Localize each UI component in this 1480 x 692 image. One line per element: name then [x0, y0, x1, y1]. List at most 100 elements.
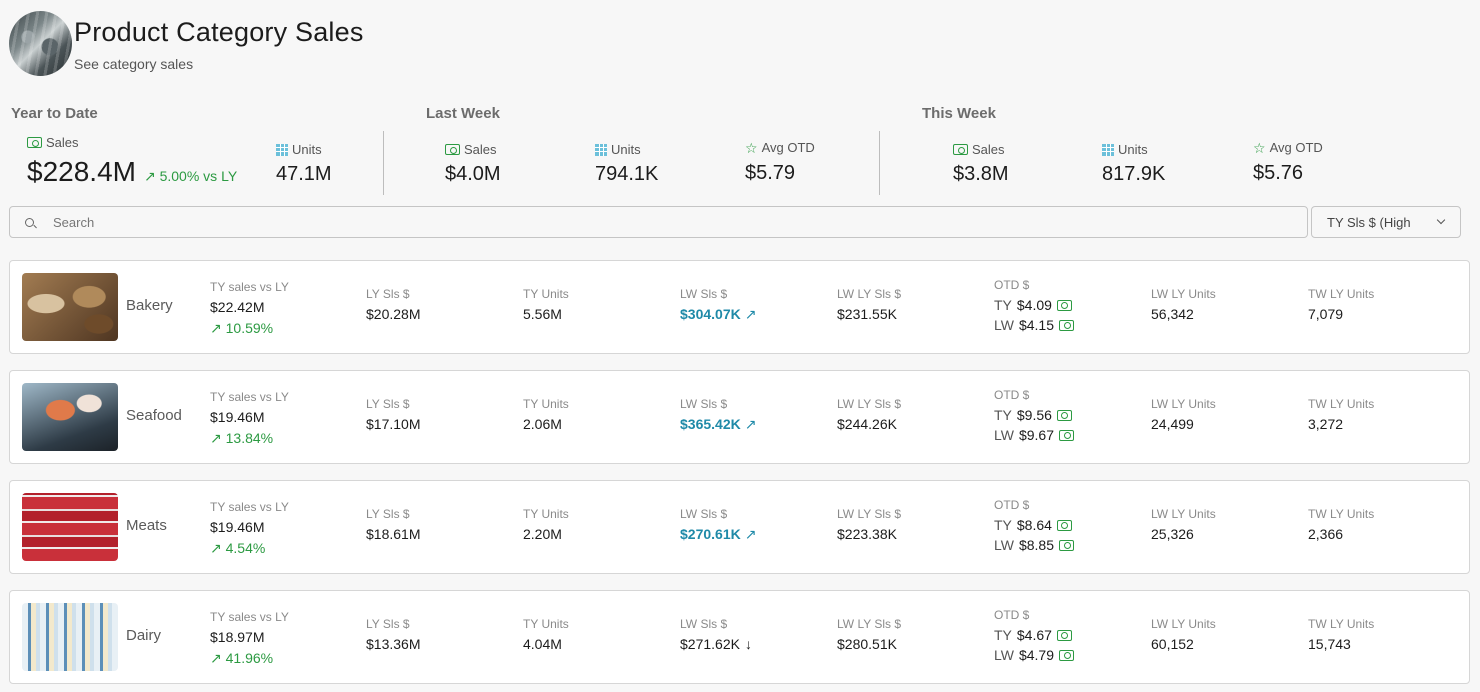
category-card-bakery[interactable]: Bakery TY sales vs LY $22.42M ↗ 10.59% L…: [9, 260, 1470, 354]
money-icon: [1056, 299, 1072, 311]
grid-icon: [276, 143, 288, 156]
ty-units-metric: TY Units 5.56M: [523, 287, 569, 322]
lw-sls-metric: LW Sls $ $365.42K ↗: [680, 397, 757, 432]
money-icon: [27, 137, 42, 148]
ty-sales-vs-ly: TY sales vs LY $19.46M ↗ 4.54%: [210, 500, 289, 556]
lw-sales-value: $4.0M: [445, 163, 501, 185]
otd-metric: OTD $ TY $9.56 LW $9.67: [994, 388, 1075, 443]
arrow-down-icon: ↓: [744, 636, 752, 652]
category-image: [22, 273, 118, 341]
category-image: [22, 383, 118, 451]
lw-ly-sls-metric: LW LY Sls $ $280.51K: [837, 617, 902, 652]
otd-metric: OTD $ TY $8.64 LW $8.85: [994, 498, 1075, 553]
sort-select[interactable]: TY Sls $ (High: [1311, 206, 1461, 238]
arrow-up-right-icon: ↗: [744, 416, 757, 432]
money-icon: [1056, 629, 1072, 641]
chevron-down-icon: [1436, 215, 1446, 225]
category-name: Dairy: [126, 627, 162, 644]
money-icon: [953, 144, 968, 155]
page-header: Product Category Sales See category sale…: [9, 11, 364, 76]
tw-sales-kpi: Sales $3.8M: [953, 142, 1009, 185]
ty-sales-delta: ↗ 41.96%: [210, 650, 274, 666]
lw-ly-sls-metric: LW LY Sls $ $244.26K: [837, 397, 902, 432]
lw-ly-units-metric: LW LY Units 60,152: [1151, 617, 1216, 652]
money-icon: [1059, 539, 1075, 551]
lw-otd-value: $5.79: [745, 162, 796, 184]
otd-metric: OTD $ TY $4.67 LW $4.79: [994, 608, 1075, 663]
ty-sales-value: $22.42M: [210, 299, 265, 315]
lw-units-value: 794.1K: [595, 163, 659, 185]
arrow-up-right-icon: ↗: [210, 430, 222, 446]
page-title: Product Category Sales: [74, 17, 364, 47]
ty-units-metric: TY Units 2.20M: [523, 507, 569, 542]
lw-ly-sls-metric: LW LY Sls $ $223.38K: [837, 507, 902, 542]
money-icon: [1059, 429, 1075, 441]
ty-sales-value: $19.46M: [210, 409, 265, 425]
search-bar[interactable]: [9, 206, 1308, 238]
otd-metric: OTD $ TY $4.09 LW $4.15: [994, 278, 1075, 333]
ty-sales-vs-ly: TY sales vs LY $18.97M ↗ 41.96%: [210, 610, 289, 666]
lw-sls-metric: LW Sls $ $270.61K ↗: [680, 507, 757, 542]
lw-sls-metric: LW Sls $ $271.62K ↓: [680, 617, 752, 652]
star-icon: ☆: [1253, 139, 1266, 156]
tw-units-kpi: Units 817.9K: [1102, 142, 1166, 185]
arrow-up-right-icon: ↗: [744, 526, 757, 542]
arrow-up-right-icon: ↗: [210, 320, 222, 336]
lw-units-kpi: Units 794.1K: [595, 142, 659, 185]
ly-sls-metric: LY Sls $ $20.28M: [366, 287, 421, 322]
tw-otd-value: $5.76: [1253, 162, 1304, 184]
page-subtitle: See category sales: [74, 56, 194, 72]
sort-select-value: TY Sls $ (High: [1327, 214, 1411, 230]
category-card-meats[interactable]: Meats TY sales vs LY $19.46M ↗ 4.54% LY …: [9, 480, 1470, 574]
category-card-dairy[interactable]: Dairy TY sales vs LY $18.97M ↗ 41.96% LY…: [9, 590, 1470, 684]
lw-ly-units-metric: LW LY Units 24,499: [1151, 397, 1216, 432]
ty-sales-vs-ly: TY sales vs LY $19.46M ↗ 13.84%: [210, 390, 289, 446]
search-input[interactable]: [53, 214, 1253, 230]
grid-icon: [1102, 143, 1114, 156]
ytd-units-kpi: Units 47.1M: [276, 142, 332, 185]
lw-sales-kpi: Sales $4.0M: [445, 142, 501, 185]
ty-sales-vs-ly: TY sales vs LY $22.42M ↗ 10.59%: [210, 280, 289, 336]
search-icon: [25, 217, 34, 227]
ytd-sales-value: $228.4M: [27, 156, 136, 187]
money-icon: [1059, 319, 1075, 331]
tw-sales-value: $3.8M: [953, 163, 1009, 185]
money-icon: [1056, 519, 1072, 531]
ty-sales-delta: ↗ 4.54%: [210, 540, 266, 556]
grid-icon: [595, 143, 607, 156]
category-image: [22, 603, 118, 671]
category-image: [22, 493, 118, 561]
ty-sales-value: $18.97M: [210, 629, 265, 645]
arrow-up-right-icon: ↗: [210, 540, 222, 556]
kpi-divider: [879, 131, 880, 195]
category-name: Bakery: [126, 297, 173, 314]
money-icon: [1059, 649, 1075, 661]
ty-sales-delta: ↗ 10.59%: [210, 320, 274, 336]
tw-ly-units-metric: TW LY Units 3,272: [1308, 397, 1375, 432]
lw-ly-units-metric: LW LY Units 25,326: [1151, 507, 1216, 542]
store-avatar: [9, 11, 72, 76]
lw-ly-sls-metric: LW LY Sls $ $231.55K: [837, 287, 902, 322]
ty-units-metric: TY Units 2.06M: [523, 397, 569, 432]
ytd-section-label: Year to Date: [11, 105, 98, 122]
category-name: Meats: [126, 517, 167, 534]
ty-sales-value: $19.46M: [210, 519, 265, 535]
ly-sls-metric: LY Sls $ $17.10M: [366, 397, 421, 432]
lw-sls-metric: LW Sls $ $304.07K ↗: [680, 287, 757, 322]
tw-ly-units-metric: TW LY Units 7,079: [1308, 287, 1375, 322]
this-week-section-label: This Week: [922, 105, 996, 122]
tw-units-value: 817.9K: [1102, 163, 1166, 185]
star-icon: ☆: [745, 139, 758, 156]
arrow-up-right-icon: ↗: [210, 650, 222, 666]
lw-ly-units-metric: LW LY Units 56,342: [1151, 287, 1216, 322]
ly-sls-metric: LY Sls $ $13.36M: [366, 617, 421, 652]
money-icon: [445, 144, 460, 155]
arrow-up-right-icon: ↗: [744, 306, 757, 322]
ly-sls-metric: LY Sls $ $18.61M: [366, 507, 421, 542]
tw-ly-units-metric: TW LY Units 15,743: [1308, 617, 1375, 652]
money-icon: [1056, 409, 1072, 421]
lw-otd-kpi: ☆ Avg OTD $5.79: [745, 139, 815, 184]
tw-ly-units-metric: TW LY Units 2,366: [1308, 507, 1375, 542]
category-card-seafood[interactable]: Seafood TY sales vs LY $19.46M ↗ 13.84% …: [9, 370, 1470, 464]
ty-units-metric: TY Units 4.04M: [523, 617, 569, 652]
